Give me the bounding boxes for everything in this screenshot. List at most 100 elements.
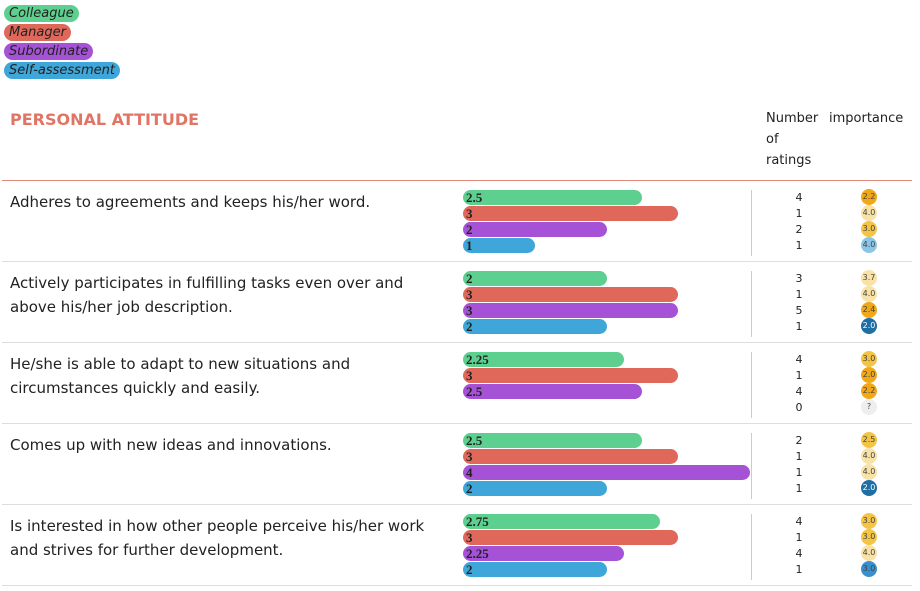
bar-label: 2.75 [466, 514, 489, 529]
importance-badge: 3.0 [861, 351, 877, 367]
bar: 2 [463, 562, 607, 577]
bar-label: 3 [466, 449, 473, 464]
bar: 2.5 [463, 190, 643, 205]
rating-count: 2 [795, 223, 803, 236]
rating-count: 1 [795, 450, 803, 463]
bar: 4 [463, 465, 750, 480]
bar-label: 2 [466, 319, 473, 334]
question: He/she is able to adapt to new situation… [10, 355, 351, 397]
bar: 2.75 [463, 514, 661, 529]
bar-label: 2 [466, 222, 473, 237]
bar: 3 [463, 303, 679, 318]
bar-label: 2 [466, 481, 473, 496]
bar-label: 2.5 [466, 433, 483, 448]
bar: 3 [463, 530, 679, 545]
header-rule [2, 180, 912, 181]
rating-count: 2 [795, 434, 803, 447]
importance-badge: 2.2 [861, 189, 877, 205]
importance-badge: 4.0 [861, 448, 877, 464]
rating-count: 1 [795, 482, 803, 495]
importance-badge: 3.0 [861, 513, 877, 529]
bar: 3 [463, 206, 679, 221]
rating-count: 4 [795, 191, 803, 204]
rating-count: 3 [795, 272, 803, 285]
rating-count: 4 [795, 515, 803, 528]
rating-count: 4 [795, 385, 803, 398]
divider [751, 514, 752, 580]
importance-badge: 2.0 [861, 318, 877, 334]
bar-label: 2.5 [466, 384, 483, 399]
importance-badge: 4.0 [861, 205, 877, 221]
importance-badge: 3.7 [861, 270, 877, 286]
divider [751, 433, 752, 499]
bar: 2.25 [463, 352, 625, 367]
divider [751, 190, 752, 256]
bar: 2 [463, 271, 607, 286]
bar: 3 [463, 287, 679, 302]
legend-item: Colleague [4, 5, 79, 22]
row-separator [2, 261, 912, 262]
importance-badge: ? [861, 399, 877, 415]
importance-badge: 2.2 [861, 383, 877, 399]
divider [751, 271, 752, 337]
row-separator [2, 342, 912, 343]
rating-count: 0 [795, 401, 803, 414]
importance-badge: 3.0 [861, 529, 877, 545]
bar: 2.25 [463, 546, 625, 561]
importance-badge: 4.0 [861, 237, 877, 253]
bar-label: 3 [466, 303, 473, 318]
legend-item: Self-assessment [4, 62, 120, 79]
divider [751, 352, 752, 418]
row-separator [2, 504, 912, 505]
rating-count: 1 [795, 320, 803, 333]
bar: 2.5 [463, 384, 643, 399]
bar: 2 [463, 319, 607, 334]
bar-label: 2 [466, 271, 473, 286]
rating-count: 5 [795, 304, 803, 317]
legend-item: Manager [4, 24, 71, 41]
importance-badge: 4.0 [861, 464, 877, 480]
rating-count: 1 [795, 466, 803, 479]
importance-badge: 3.0 [861, 561, 877, 577]
bar-label: 2.5 [466, 190, 483, 205]
bar-label: 1 [466, 238, 473, 253]
question: Is interested in how other people percei… [10, 517, 425, 559]
bar-label: 3 [466, 530, 473, 545]
bar-label: 2.25 [466, 546, 489, 561]
importance-badge: 4.0 [861, 545, 877, 561]
importance-badge: 4.0 [861, 286, 877, 302]
section-title: PERSONAL ATTITUDE [10, 110, 200, 129]
bar-label: 3 [466, 368, 473, 383]
importance-badge: 2.0 [861, 367, 877, 383]
bar-label: 3 [466, 206, 473, 221]
rating-count: 1 [795, 207, 803, 220]
row-separator [2, 423, 912, 424]
bar-label: 2 [466, 562, 473, 577]
bar: 2 [463, 481, 607, 496]
bar: 3 [463, 449, 679, 464]
question: Actively participates in fulfilling task… [10, 274, 404, 316]
rating-count: 4 [795, 353, 803, 366]
rating-count: 1 [795, 531, 803, 544]
bar: 2.5 [463, 433, 643, 448]
header-importance: importance [829, 111, 904, 126]
bar: 3 [463, 368, 679, 383]
importance-badge: 2.4 [861, 302, 877, 318]
rating-count: 4 [795, 547, 803, 560]
rating-count: 1 [795, 563, 803, 576]
question: Adheres to agreements and keeps his/her … [10, 193, 371, 211]
bar-label: 3 [466, 287, 473, 302]
importance-badge: 2.0 [861, 480, 877, 496]
importance-badge: 2.5 [861, 432, 877, 448]
legend-item: Subordinate [4, 43, 94, 60]
header-ratings: Number of ratings [766, 111, 819, 168]
bar-label: 4 [466, 465, 473, 480]
bar: 2 [463, 222, 607, 237]
rating-count: 1 [795, 239, 803, 252]
rating-count: 1 [795, 369, 803, 382]
row-separator [2, 585, 912, 586]
question: Comes up with new ideas and innovations. [10, 436, 332, 454]
bar-label: 2.25 [466, 352, 489, 367]
bar: 1 [463, 238, 535, 253]
